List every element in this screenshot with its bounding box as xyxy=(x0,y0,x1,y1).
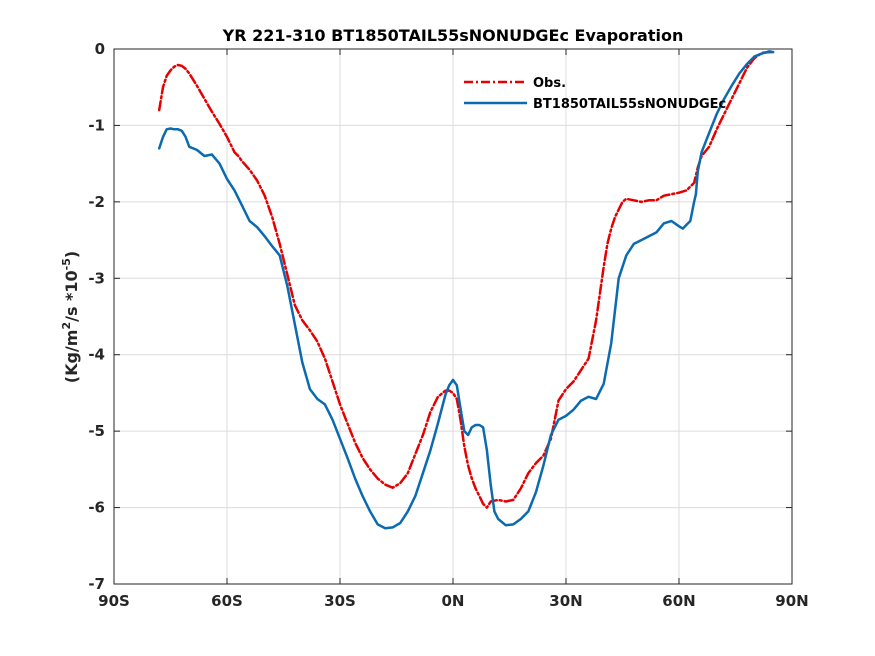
y-tick-label: -5 xyxy=(88,422,105,440)
axis-ticks xyxy=(113,48,793,585)
y-axis-label: (Kg/m2/s *10-5) xyxy=(60,251,81,383)
x-tick-label: 30S xyxy=(324,592,356,610)
series-lines xyxy=(157,50,775,530)
model-series-line xyxy=(157,50,775,530)
x-tick-label: 90N xyxy=(775,592,808,610)
x-tick-label: 60N xyxy=(662,592,695,610)
x-tick-labels: 90S 60S 30S 0N 30N 60N 90N xyxy=(98,592,809,610)
y-tick-label: -4 xyxy=(88,346,105,364)
y-tick-label: 0 xyxy=(95,40,105,58)
legend: Obs. BT1850TAIL55sNONUDGEc xyxy=(464,76,726,112)
y-tick-label: -6 xyxy=(88,499,105,517)
y-tick-label: -3 xyxy=(88,269,105,287)
y-tick-label: -2 xyxy=(88,193,105,211)
x-tick-label: 90S xyxy=(98,592,130,610)
legend-label-obs: Obs. xyxy=(533,76,566,91)
y-tick-labels: 0 -1 -2 -3 -4 -5 -6 -7 xyxy=(88,40,105,593)
x-tick-label: 30N xyxy=(549,592,582,610)
legend-label-model: BT1850TAIL55sNONUDGEc xyxy=(533,97,726,112)
chart-title: YR 221-310 BT1850TAIL55sNONUDGEc Evapora… xyxy=(222,26,684,45)
x-tick-label: 60S xyxy=(211,592,243,610)
y-tick-label: -7 xyxy=(88,575,105,593)
x-tick-label: 0N xyxy=(442,592,465,610)
y-tick-label: -1 xyxy=(88,116,105,134)
obs-series-line xyxy=(157,50,775,509)
